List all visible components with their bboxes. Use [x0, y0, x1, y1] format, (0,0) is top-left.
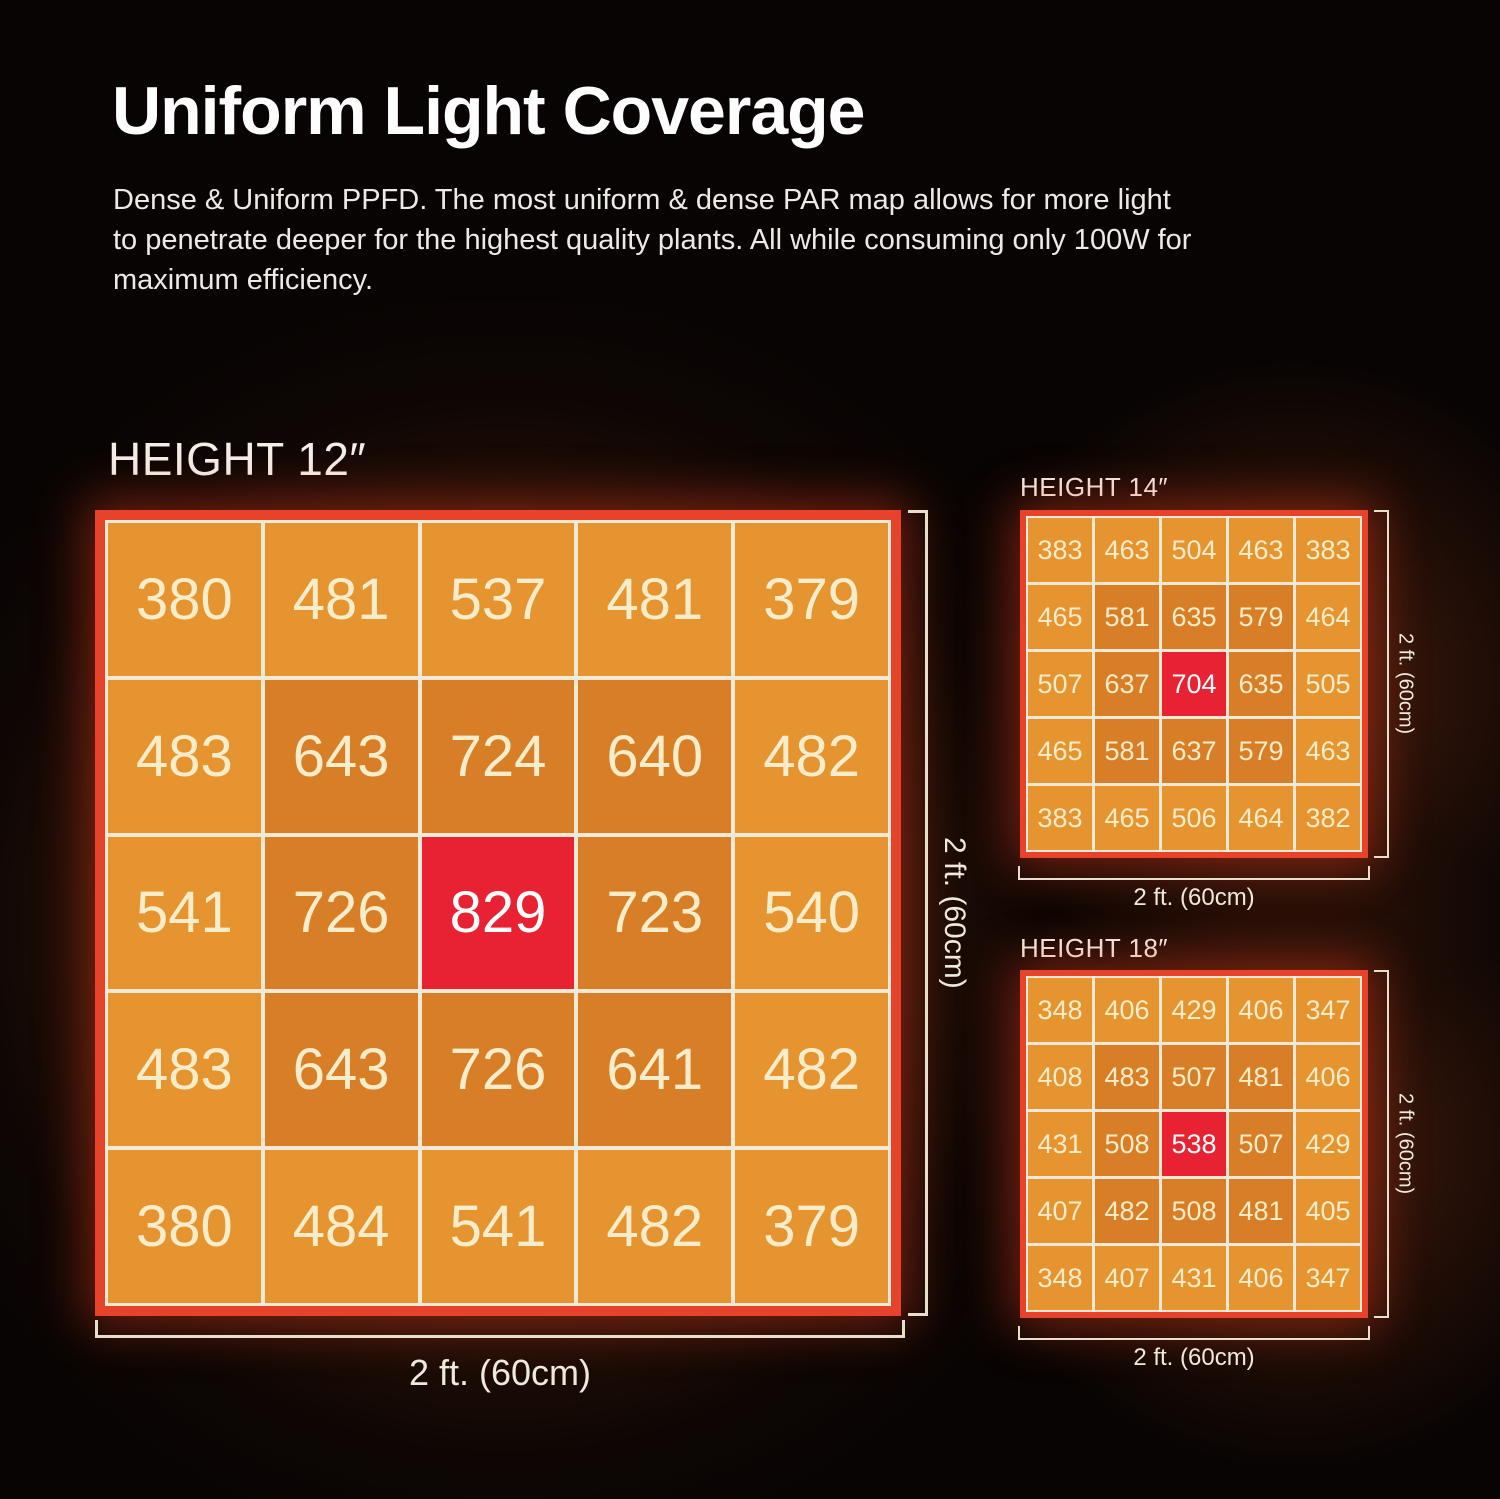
ppfd-cell: 504: [1162, 518, 1226, 582]
ppfd-cell: 726: [264, 836, 418, 990]
ppfd-cell: 726: [421, 993, 575, 1147]
ppfd-cell: 406: [1095, 978, 1159, 1042]
ppfd-cell: 347: [1296, 978, 1360, 1042]
ppfd-cell: 383: [1028, 518, 1092, 582]
ppfd-cell: 723: [578, 836, 732, 990]
ppfd-cell: 348: [1028, 978, 1092, 1042]
height-dimension-bracket-14in: [1374, 510, 1389, 858]
ppfd-cell: 637: [1095, 652, 1159, 716]
ppfd-cell: 704: [1162, 652, 1226, 716]
ppfd-cell: 581: [1095, 719, 1159, 783]
ppfd-cell: 465: [1095, 786, 1159, 850]
ppfd-cell: 635: [1162, 585, 1226, 649]
ppfd-cell: 382: [1296, 786, 1360, 850]
width-dimension-bracket-18in: [1018, 1326, 1370, 1340]
ppfd-cell: 406: [1296, 1045, 1360, 1109]
ppfd-cell: 482: [578, 1150, 732, 1303]
ppfd-cell: 640: [578, 679, 732, 833]
height-dimension-label-12in: 2 ft. (60cm): [938, 837, 971, 989]
width-dimension-label-14in: 2 ft. (60cm): [1133, 884, 1255, 911]
ppfd-cell: 483: [1095, 1045, 1159, 1109]
ppfd-cell: 507: [1162, 1045, 1226, 1109]
heatmap-12in-title: HEIGHT 12″: [108, 433, 367, 485]
ppfd-cell: 482: [735, 993, 888, 1147]
ppfd-cell: 379: [735, 523, 888, 676]
ppfd-cell: 579: [1229, 585, 1293, 649]
ppfd-cell: 508: [1162, 1179, 1226, 1243]
heatmap-14in: 383 463 504 463 383 465 581 635 579 464 507 637 704 6…: [1020, 510, 1368, 858]
width-dimension-label-12in: 2 ft. (60cm): [408, 1352, 592, 1393]
ppfd-cell: 541: [108, 836, 261, 990]
ppfd-cell: 506: [1162, 786, 1226, 850]
width-dimension-label-18in: 2 ft. (60cm): [1133, 1344, 1255, 1371]
ppfd-cell: 405: [1296, 1179, 1360, 1243]
width-dimension-bracket-14in: [1018, 866, 1370, 880]
height-dimension-bracket-18in: [1374, 970, 1389, 1318]
ppfd-cell: 581: [1095, 585, 1159, 649]
ppfd-cell: 538: [1162, 1112, 1226, 1176]
ppfd-cell: 507: [1028, 652, 1092, 716]
ppfd-cell: 407: [1095, 1246, 1159, 1310]
ppfd-cell: 383: [1296, 518, 1360, 582]
ppfd-cell: 380: [108, 523, 261, 676]
ppfd-cell: 464: [1296, 585, 1360, 649]
ppfd-cell: 383: [1028, 786, 1092, 850]
ppfd-cell: 724: [421, 679, 575, 833]
ppfd-cell: 483: [108, 993, 261, 1147]
heatmap-12in-grid: 380 481 537 481 379 483 643 724 640 482 541 726 829 7…: [105, 520, 891, 1306]
ppfd-cell: 505: [1296, 652, 1360, 716]
ppfd-cell: 537: [421, 523, 575, 676]
ppfd-cell: 481: [1229, 1179, 1293, 1243]
ppfd-cell: 463: [1296, 719, 1360, 783]
ppfd-cell: 643: [264, 993, 418, 1147]
ppfd-cell: 484: [264, 1150, 418, 1303]
ppfd-cell: 380: [108, 1150, 261, 1303]
ppfd-cell: 379: [735, 1150, 888, 1303]
width-dimension-bracket-12in: [95, 1320, 905, 1338]
ppfd-cell: 540: [735, 836, 888, 990]
page-title: Uniform Light Coverage: [112, 73, 865, 149]
heatmap-18in-grid: 348 406 429 406 347 408 483 507 481 406 431 508 538 5…: [1026, 976, 1362, 1312]
ppfd-cell: 465: [1028, 719, 1092, 783]
ppfd-cell: 463: [1095, 518, 1159, 582]
ppfd-cell: 507: [1229, 1112, 1293, 1176]
ppfd-cell: 408: [1028, 1045, 1092, 1109]
heatmap-12in: 380 481 537 481 379 483 643 724 640 482 541 726 829 7…: [95, 510, 901, 1316]
ppfd-cell: 481: [264, 523, 418, 676]
height-dimension-label-14in: 2 ft. (60cm): [1394, 633, 1417, 735]
height-dimension-label-18in: 2 ft. (60cm): [1394, 1093, 1417, 1195]
ppfd-cell: 406: [1229, 978, 1293, 1042]
heatmap-14in-title: HEIGHT 14″: [1020, 472, 1169, 502]
ppfd-cell: 508: [1095, 1112, 1159, 1176]
ppfd-cell: 483: [108, 679, 261, 833]
ppfd-cell: 465: [1028, 585, 1092, 649]
heatmap-14in-grid: 383 463 504 463 383 465 581 635 579 464 507 637 704 6…: [1026, 516, 1362, 852]
ppfd-cell: 643: [264, 679, 418, 833]
ppfd-cell: 406: [1229, 1246, 1293, 1310]
page-description: Dense & Uniform PPFD. The most uniform &…: [113, 184, 1192, 296]
ppfd-cell: 635: [1229, 652, 1293, 716]
ppfd-cell: 481: [1229, 1045, 1293, 1109]
ppfd-cell: 482: [1095, 1179, 1159, 1243]
ppfd-cell: 464: [1229, 786, 1293, 850]
height-dimension-bracket-12in: [908, 510, 928, 1316]
ppfd-cell: 431: [1162, 1246, 1226, 1310]
ppfd-cell: 431: [1028, 1112, 1092, 1176]
ppfd-cell: 541: [421, 1150, 575, 1303]
ppfd-cell: 641: [578, 993, 732, 1147]
ppfd-cell: 482: [735, 679, 888, 833]
ppfd-cell: 347: [1296, 1246, 1360, 1310]
ppfd-cell: 579: [1229, 719, 1293, 783]
ppfd-cell: 429: [1296, 1112, 1360, 1176]
heatmap-18in: 348 406 429 406 347 408 483 507 481 406 431 508 538 5…: [1020, 970, 1368, 1318]
ppfd-cell: 407: [1028, 1179, 1092, 1243]
ppfd-cell: 348: [1028, 1246, 1092, 1310]
ppfd-cell: 481: [578, 523, 732, 676]
ppfd-cell: 637: [1162, 719, 1226, 783]
heatmap-18in-title: HEIGHT 18″: [1020, 933, 1169, 963]
ppfd-cell: 429: [1162, 978, 1226, 1042]
ppfd-cell: 463: [1229, 518, 1293, 582]
ppfd-cell: 829: [421, 836, 575, 990]
